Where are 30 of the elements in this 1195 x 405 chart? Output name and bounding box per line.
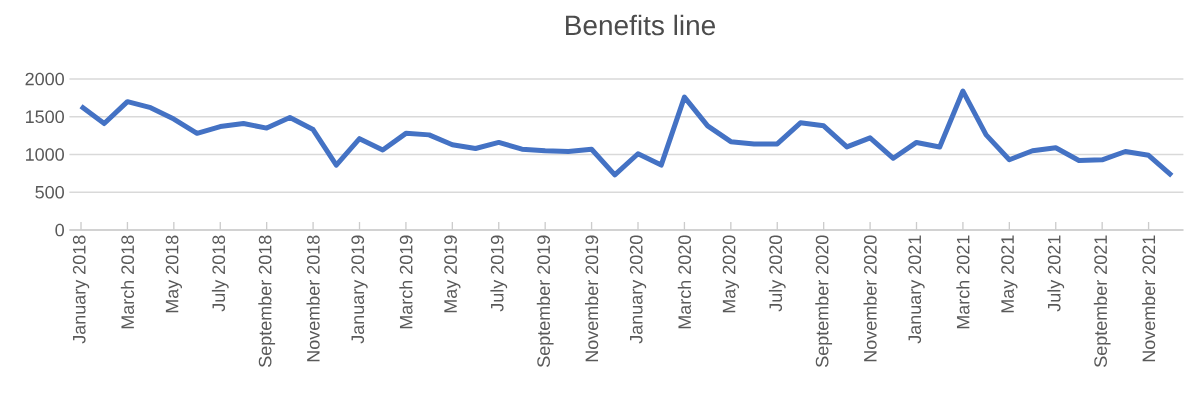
y-tick-label: 2000: [25, 72, 64, 86]
x-tick-label: September 2021: [1093, 235, 1111, 367]
x-tick-label: January 2021: [908, 235, 925, 344]
x-tick-label: September 2020: [815, 235, 833, 367]
x-tick-label: May 2018: [165, 235, 182, 313]
chart-title: Benefits line: [566, 14, 715, 36]
x-tick-label: May 2020: [722, 235, 739, 313]
x-tick-label: July 2018: [211, 235, 229, 312]
x-tick-label: November 2019: [584, 235, 599, 362]
x-tick-label: January 2019: [351, 235, 368, 344]
x-tick-label: July 2020: [768, 235, 786, 312]
x-tick-label: September 2019: [536, 235, 554, 367]
x-tick-label: November 2020: [863, 235, 877, 362]
x-tick-label: January 2020: [629, 235, 647, 344]
y-tick-label: 500: [35, 185, 64, 199]
y-tick-label: 1500: [26, 110, 64, 124]
x-tick-label: March 2020: [677, 235, 692, 329]
x-tick-label: March 2019: [399, 235, 413, 329]
x-tick-label: November 2018: [306, 235, 320, 362]
x-tick-label: March 2018: [120, 235, 135, 329]
x-tick-label: January 2018: [72, 235, 90, 344]
x-tick-label: July 2021: [1047, 235, 1065, 312]
y-tick-label: 0: [55, 223, 64, 237]
x-tick-label: March 2021: [956, 235, 970, 329]
x-tick-label: September 2018: [258, 235, 276, 367]
y-tick-label: 1000: [26, 148, 64, 161]
x-tick-label: May 2021: [1001, 235, 1018, 313]
x-tick-label: July 2019: [490, 235, 508, 312]
x-tick-label: November 2021: [1141, 235, 1156, 362]
x-tick-label: May 2019: [444, 235, 461, 313]
